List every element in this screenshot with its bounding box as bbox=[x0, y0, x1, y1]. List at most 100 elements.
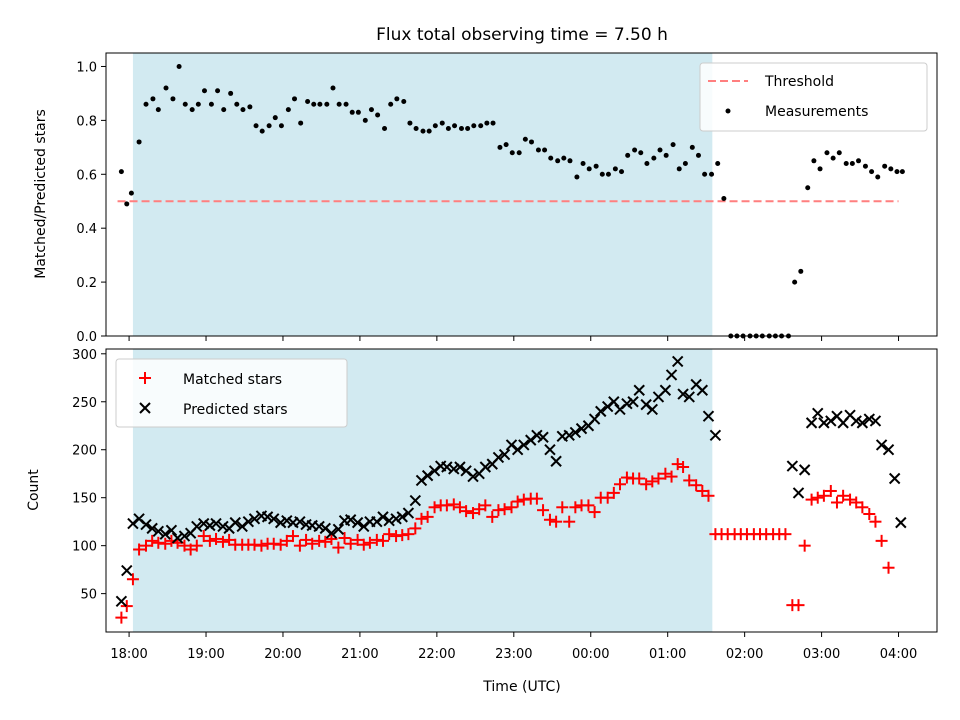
measurement-point bbox=[695, 152, 701, 158]
measurement-point bbox=[458, 125, 464, 131]
matched-point bbox=[351, 533, 364, 546]
measurement-point bbox=[208, 101, 214, 107]
matched-point bbox=[646, 475, 659, 488]
measurement-point bbox=[542, 147, 548, 153]
predicted-point bbox=[627, 396, 639, 408]
x-tick-label: 20:00 bbox=[264, 647, 301, 662]
matched-point bbox=[702, 489, 715, 502]
measurement-point bbox=[195, 101, 201, 107]
x-tick-label: 03:00 bbox=[803, 647, 840, 662]
predicted-point bbox=[210, 517, 222, 530]
predicted-point bbox=[646, 403, 659, 416]
measurement-point bbox=[201, 88, 207, 94]
predicted-point bbox=[882, 444, 895, 456]
matched-point bbox=[844, 493, 857, 506]
matched-point bbox=[683, 474, 696, 487]
matched-point bbox=[306, 537, 319, 550]
measurement-point bbox=[676, 166, 682, 172]
matched-point bbox=[875, 534, 888, 547]
predicted-point bbox=[191, 520, 203, 533]
matched-point bbox=[120, 600, 133, 613]
measurement-point bbox=[150, 96, 156, 102]
matched-point bbox=[640, 478, 653, 491]
x-tick-label: 19:00 bbox=[187, 647, 224, 662]
measurement-point bbox=[413, 125, 419, 131]
top-panel: 0.0 0.2 0.4 0.6 0.8 1.0 Matched/Predicted sta… bbox=[33, 52, 938, 345]
measurement-point bbox=[811, 158, 817, 164]
matched-point bbox=[467, 507, 480, 520]
top-y-tick-label: 0.2 bbox=[76, 276, 97, 291]
matched-point bbox=[363, 536, 376, 549]
measurement-point bbox=[849, 161, 855, 167]
matched-point bbox=[498, 503, 511, 516]
measurement-point bbox=[490, 120, 496, 126]
measurement-point bbox=[426, 128, 432, 134]
predicted-point bbox=[294, 515, 306, 528]
measurement-point bbox=[118, 169, 124, 175]
measurement-point bbox=[535, 147, 541, 153]
predicted-point bbox=[696, 384, 709, 396]
measurement-point bbox=[324, 101, 330, 107]
predicted-point bbox=[454, 461, 466, 473]
measurement-point bbox=[343, 101, 349, 107]
predicted-point bbox=[709, 429, 722, 442]
matched-point bbox=[569, 501, 582, 514]
measurement-point bbox=[529, 139, 535, 145]
measurement-point bbox=[285, 107, 291, 113]
matched-point bbox=[543, 513, 556, 526]
measurement-point bbox=[259, 128, 265, 134]
matched-point bbox=[856, 501, 869, 514]
matched-point bbox=[633, 472, 646, 485]
matched-point bbox=[140, 539, 153, 552]
measurement-point bbox=[349, 109, 355, 115]
matched-point bbox=[184, 543, 197, 556]
matched-point bbox=[511, 495, 524, 508]
top-observing-window bbox=[132, 53, 713, 336]
measurement-point bbox=[330, 85, 336, 91]
predicted-point bbox=[421, 469, 434, 482]
measurement-point bbox=[670, 142, 676, 148]
x-tick-label: 04:00 bbox=[880, 647, 917, 662]
matched-point bbox=[383, 528, 396, 541]
measurement-point bbox=[580, 161, 586, 167]
predicted-point bbox=[869, 415, 882, 427]
x-tick-label: 00:00 bbox=[572, 647, 609, 662]
bottom-y-tick-label: 150 bbox=[72, 492, 97, 507]
matched-point bbox=[817, 489, 830, 502]
legend-matched-label: Matched stars bbox=[183, 372, 282, 388]
measurement-point bbox=[234, 101, 240, 107]
predicted-point bbox=[875, 439, 888, 451]
predicted-point bbox=[798, 464, 811, 476]
predicted-point bbox=[588, 413, 601, 425]
top-y-tick-label: 0.8 bbox=[76, 114, 97, 129]
predicted-point bbox=[479, 461, 492, 473]
measurement-point bbox=[336, 101, 342, 107]
matched-point bbox=[677, 460, 690, 473]
measurement-point bbox=[817, 166, 823, 172]
measurement-point bbox=[298, 120, 304, 126]
legend-predicted-marker bbox=[139, 402, 151, 414]
measurement-point bbox=[657, 147, 663, 153]
predicted-point bbox=[325, 527, 338, 539]
measurement-point bbox=[355, 109, 361, 115]
matched-point bbox=[126, 573, 139, 586]
matched-point bbox=[344, 537, 357, 550]
matched-point bbox=[830, 496, 843, 509]
matched-point bbox=[798, 539, 811, 552]
matched-point bbox=[613, 478, 626, 491]
matched-point bbox=[473, 503, 486, 516]
measurement-point bbox=[124, 201, 130, 207]
predicted-point bbox=[569, 426, 582, 439]
measurement-point bbox=[215, 88, 221, 94]
predicted-point bbox=[895, 516, 907, 529]
measurement-point bbox=[824, 150, 830, 156]
predicted-point bbox=[467, 470, 479, 483]
measurement-point bbox=[715, 161, 721, 167]
matched-point bbox=[133, 543, 146, 556]
top-y-tick-label: 0.0 bbox=[76, 330, 97, 345]
measurement-point bbox=[240, 107, 246, 113]
x-tick-label: 21:00 bbox=[341, 647, 378, 662]
measurement-point bbox=[888, 166, 894, 172]
measurement-point bbox=[638, 150, 644, 156]
measurement-point bbox=[401, 99, 407, 105]
